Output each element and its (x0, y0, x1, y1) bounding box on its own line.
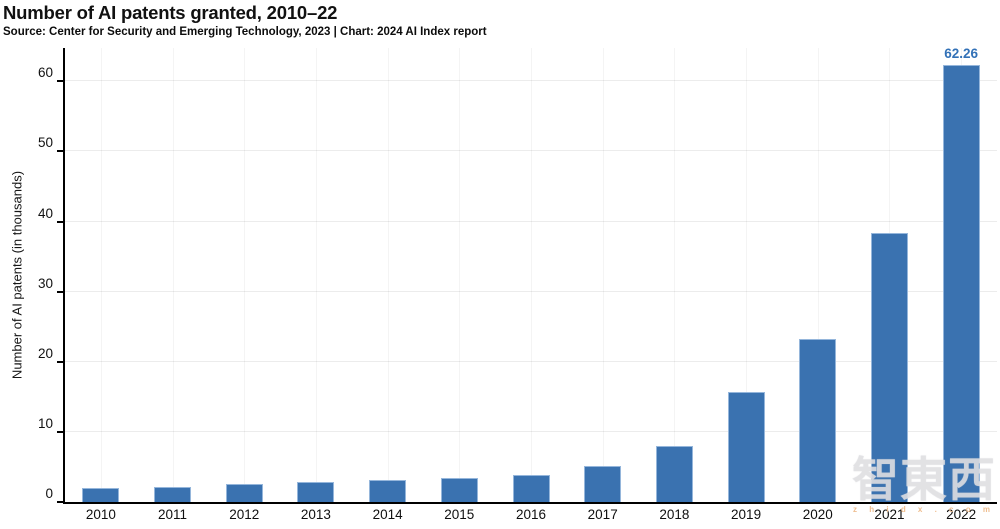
bar-2016 (512, 475, 550, 502)
vertical-gridline-2011 (172, 48, 174, 502)
y-tick-label-50: 50 (37, 135, 53, 151)
horizontal-gridline-10 (65, 430, 997, 432)
x-tick-label-2016: 2016 (515, 507, 547, 522)
horizontal-gridline-20 (65, 360, 997, 362)
bar-2021 (870, 233, 908, 502)
watermark-url-text: z h i d x . c o m (853, 505, 995, 514)
y-tick-label-60: 60 (37, 65, 53, 81)
y-axis-tick-10 (57, 430, 63, 433)
y-tick-label-40: 40 (37, 205, 53, 221)
y-axis-tick-0 (57, 501, 63, 503)
vertical-gridline-2012 (244, 48, 246, 502)
bar-2022 (942, 65, 980, 502)
vertical-gridline-2013 (315, 48, 317, 502)
y-tick-label-0: 0 (45, 486, 53, 502)
bar-2012 (225, 483, 263, 502)
y-axis-tick-40 (57, 220, 63, 223)
x-tick-label-2019: 2019 (731, 507, 762, 522)
bar-value-label-2022: 62.26 (944, 46, 979, 62)
y-axis-tick-60 (57, 80, 63, 83)
x-tick-label-2015: 2015 (444, 507, 475, 522)
bar-2010 (82, 487, 120, 502)
vertical-gridline-2018 (674, 48, 676, 502)
x-tick-label-2013: 2013 (300, 507, 331, 522)
bar-2018 (655, 445, 693, 502)
y-tick-label-10: 10 (37, 416, 53, 432)
x-tick-label-2014: 2014 (372, 507, 403, 522)
plot-area: Number of AI patents (in thousands) 0 10 2… (10, 46, 997, 522)
vertical-gridline-2020 (817, 48, 819, 502)
x-tick-label-2021: 2021 (874, 507, 905, 522)
bar-2020 (799, 338, 837, 502)
y-axis-tick-50 (57, 150, 63, 153)
bar-2011 (154, 486, 192, 502)
y-axis-tick-30 (57, 290, 63, 293)
vertical-gridline-2010 (100, 48, 102, 502)
horizontal-gridline-40 (65, 220, 997, 222)
x-tick-label-2018: 2018 (659, 507, 690, 522)
vertical-gridline-2019 (746, 48, 748, 502)
y-tick-label-20: 20 (37, 345, 53, 361)
horizontal-gridline-60 (65, 80, 997, 82)
vertical-gridline-2017 (602, 48, 604, 502)
x-tick-label-2012: 2012 (229, 507, 260, 522)
y-axis-tick-20 (57, 360, 63, 363)
horizontal-gridline-50 (65, 150, 997, 152)
bar-2017 (584, 466, 622, 502)
x-tick-label-2010: 2010 (85, 507, 116, 522)
chart-source-note: Source: Center for Security and Emerging… (3, 26, 487, 38)
x-tick-label-2011: 2011 (158, 507, 188, 522)
y-axis-line (63, 48, 65, 504)
bar-2013 (297, 482, 335, 502)
y-tick-label-30: 30 (37, 275, 53, 291)
bar-2019 (727, 391, 765, 502)
vertical-gridline-2015 (459, 48, 461, 502)
vertical-gridline-2014 (387, 48, 389, 502)
y-axis-title: Number of AI patents (in thousands) (9, 170, 25, 380)
chart-title: Number of AI patents granted, 2010–22 (3, 2, 338, 23)
x-tick-label-2017: 2017 (587, 507, 618, 522)
x-tick-label-2020: 2020 (802, 507, 833, 522)
vertical-gridline-2016 (531, 48, 532, 502)
x-axis-line (63, 502, 997, 504)
bar-2014 (369, 480, 407, 502)
x-tick-label-2022: 2022 (946, 507, 977, 522)
bar-2015 (440, 478, 478, 502)
horizontal-gridline-30 (65, 290, 997, 292)
